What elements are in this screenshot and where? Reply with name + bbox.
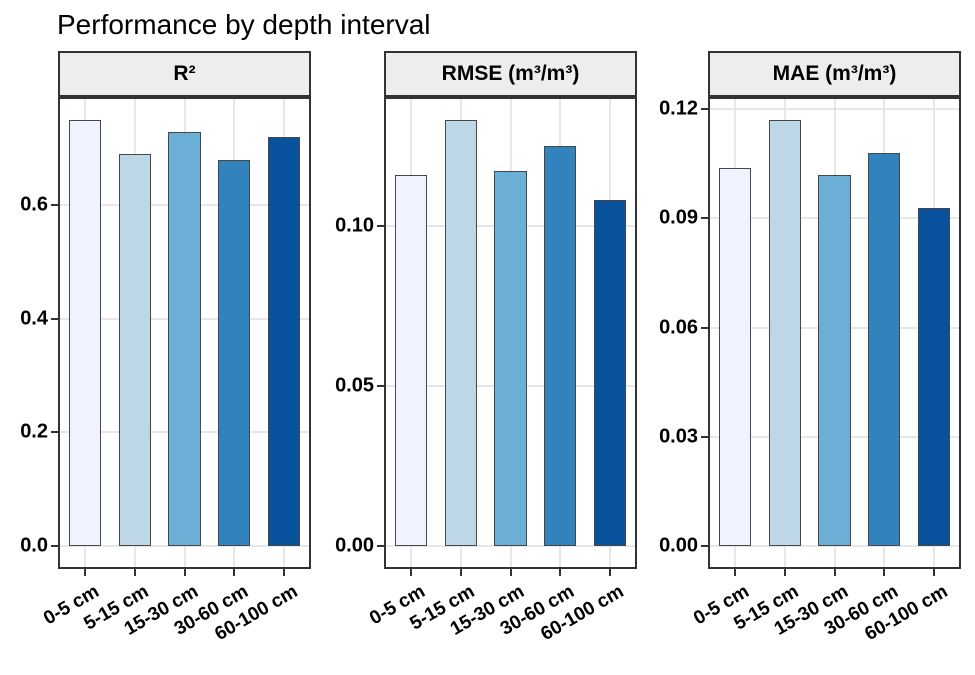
plot-area <box>384 97 637 569</box>
x-tick-mark <box>933 569 936 576</box>
y-tick-label: 0.00 <box>659 534 698 557</box>
gridline-h <box>710 108 959 111</box>
y-tick-mark <box>51 204 58 207</box>
gridline-h <box>60 544 309 547</box>
y-tick-label: 0.10 <box>335 214 374 237</box>
y-tick-label: 0.00 <box>335 534 374 557</box>
y-tick-mark <box>377 544 384 547</box>
y-tick-label: 0.2 <box>20 420 48 443</box>
bar <box>917 207 951 546</box>
gridline-h <box>386 544 635 547</box>
bar <box>394 174 428 546</box>
x-tick-mark <box>183 569 186 576</box>
x-tick-mark <box>133 569 136 576</box>
x-tick-mark <box>509 569 512 576</box>
y-tick-label: 0.4 <box>20 307 48 330</box>
y-tick-mark <box>701 108 708 111</box>
x-tick-mark <box>409 569 412 576</box>
x-tick-mark <box>783 569 786 576</box>
y-tick-mark <box>377 384 384 387</box>
facet-strip-label: R² <box>173 62 196 85</box>
bar <box>593 200 627 546</box>
chart-title: Performance by depth interval <box>57 9 431 40</box>
y-tick-label: 0.0 <box>20 534 48 557</box>
y-tick-label: 0.12 <box>659 97 698 120</box>
bar <box>118 154 151 546</box>
y-tick-label: 0.09 <box>659 206 698 229</box>
x-tick-mark <box>733 569 736 576</box>
bar <box>267 137 301 546</box>
x-tick-mark <box>233 569 236 576</box>
bar <box>818 174 851 546</box>
bar <box>168 131 201 546</box>
bar <box>68 120 102 546</box>
y-tick-label: 0.03 <box>659 425 698 448</box>
x-tick-mark <box>283 569 286 576</box>
plot-area <box>708 97 961 569</box>
y-tick-mark <box>701 435 708 438</box>
x-tick-mark <box>609 569 612 576</box>
y-tick-label: 0.6 <box>20 193 48 216</box>
facet-strip: MAE (m³/m³) <box>708 51 961 97</box>
y-tick-label: 0.06 <box>659 316 698 339</box>
bar <box>444 120 477 546</box>
bar <box>218 159 251 546</box>
y-tick-mark <box>701 326 708 329</box>
y-tick-mark <box>51 544 58 547</box>
x-tick-mark <box>559 569 562 576</box>
facet-strip: RMSE (m³/m³) <box>384 51 637 97</box>
bar <box>768 120 801 546</box>
bar <box>494 171 527 546</box>
y-tick-label: 0.05 <box>335 374 374 397</box>
plot-area <box>58 97 311 569</box>
y-tick-mark <box>51 317 58 320</box>
bar <box>868 153 901 546</box>
facet-strip: R² <box>58 51 311 97</box>
x-tick-mark <box>833 569 836 576</box>
bar <box>544 145 577 546</box>
x-tick-mark <box>83 569 86 576</box>
gridline-h <box>710 544 959 547</box>
x-tick-mark <box>883 569 886 576</box>
y-tick-mark <box>51 431 58 434</box>
bar <box>718 167 752 546</box>
facet-strip-label: RMSE (m³/m³) <box>441 62 580 85</box>
x-tick-mark <box>459 569 462 576</box>
facet-strip-label: MAE (m³/m³) <box>772 62 897 85</box>
y-tick-mark <box>701 217 708 220</box>
y-tick-mark <box>377 224 384 227</box>
y-tick-mark <box>701 544 708 547</box>
